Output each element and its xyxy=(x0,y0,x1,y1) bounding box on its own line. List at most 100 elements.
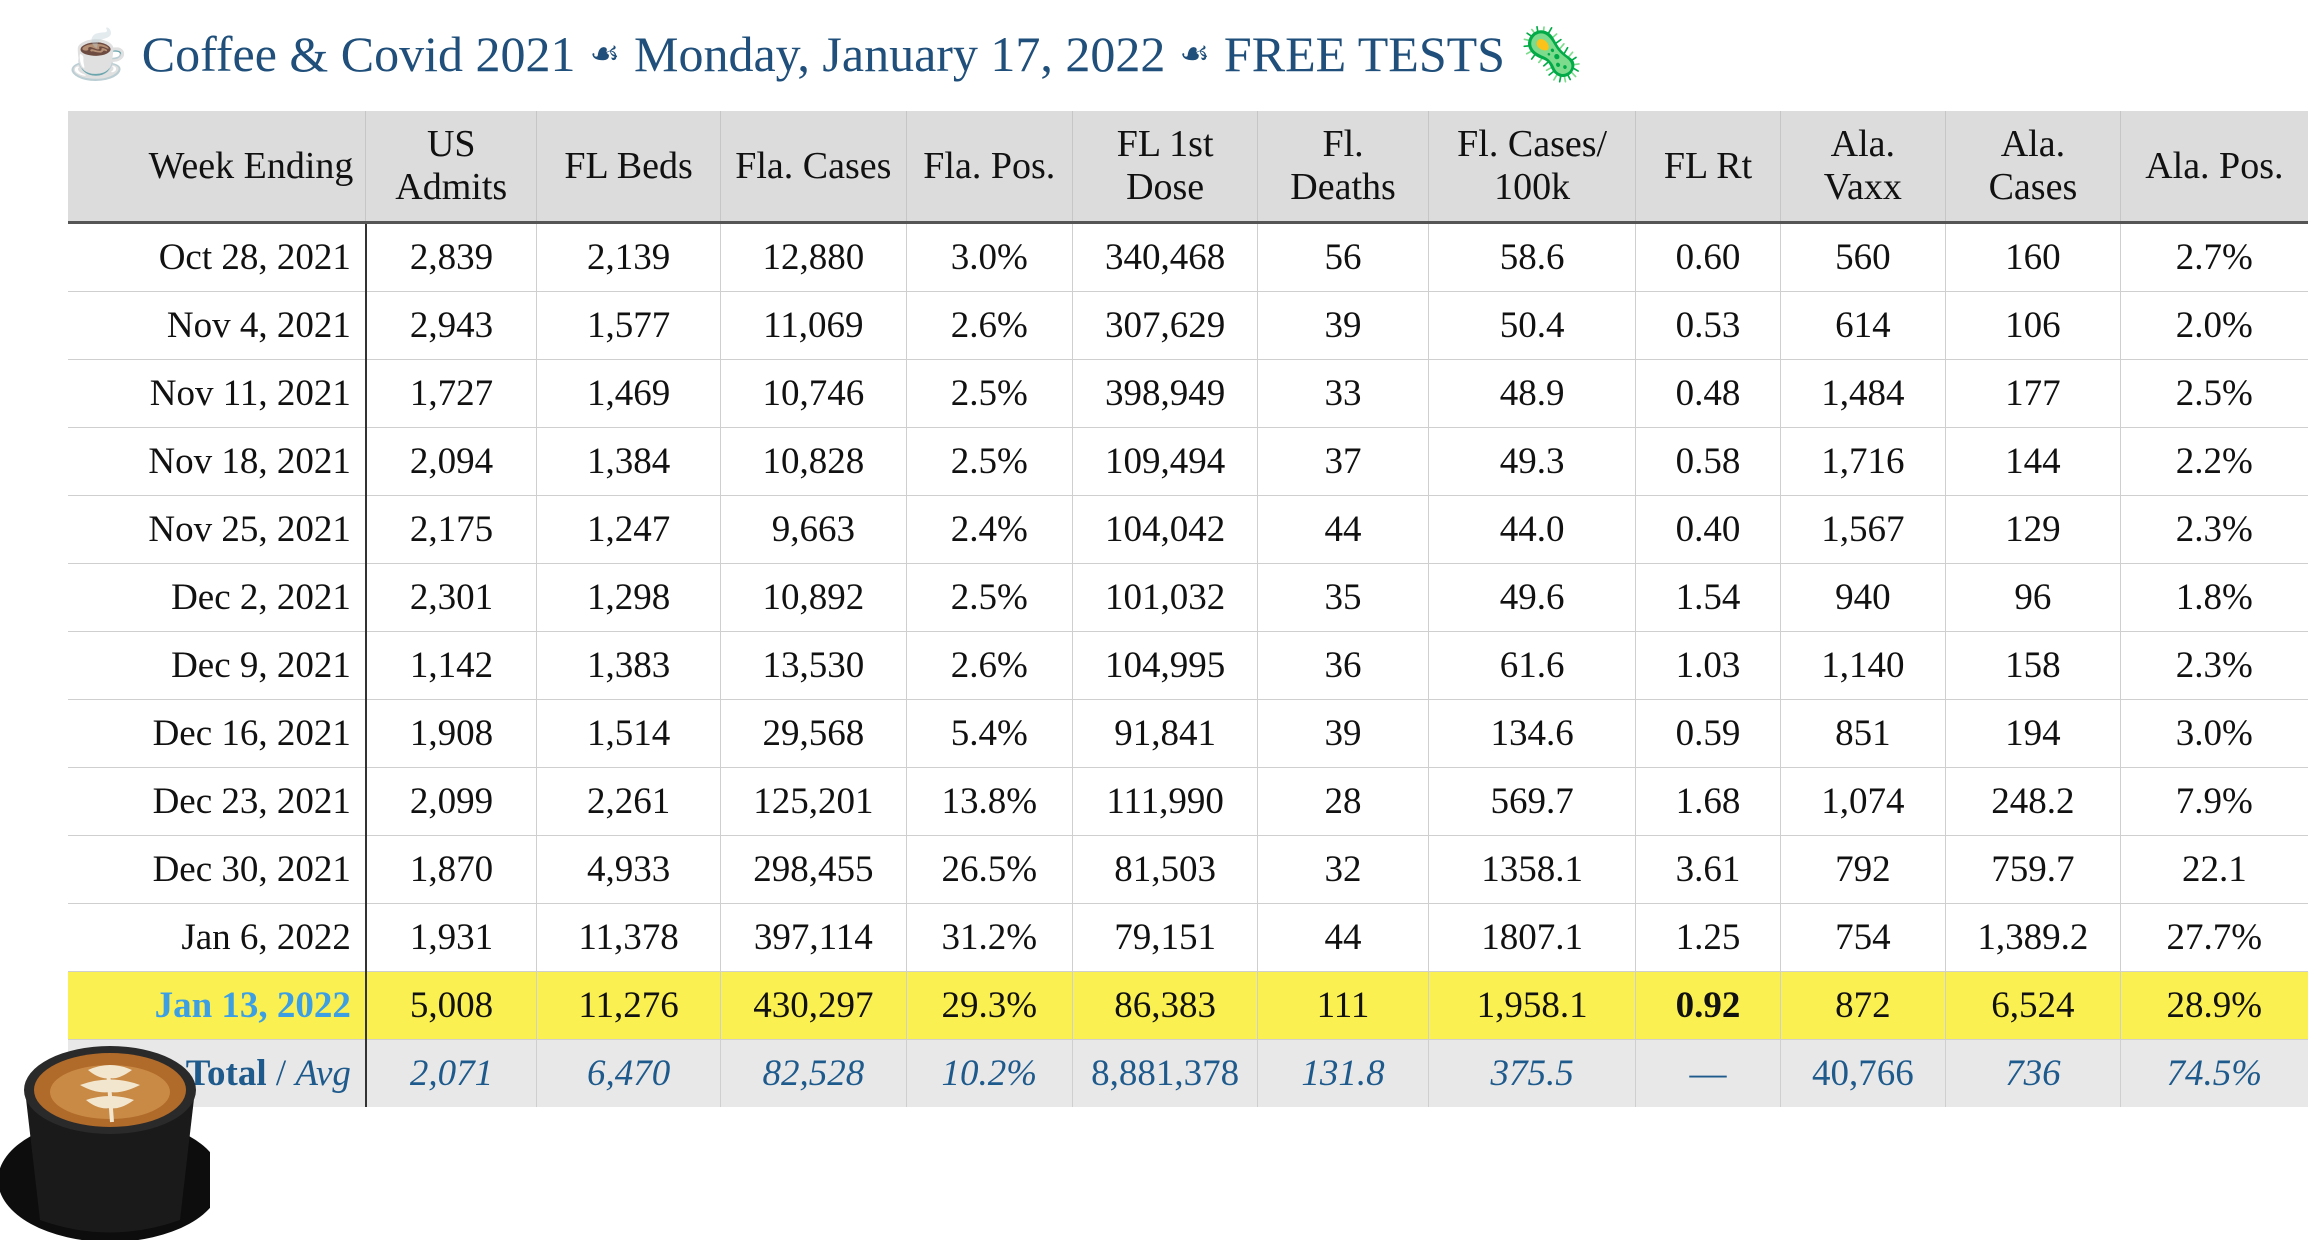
data-cell: 0.53 xyxy=(1635,291,1781,360)
data-cell: 7.9% xyxy=(2120,767,2308,836)
data-cell: 2.5% xyxy=(906,563,1073,632)
data-cell: 79,151 xyxy=(1072,903,1259,972)
total-cell: 2,071 xyxy=(365,1039,538,1107)
data-cell: 2,175 xyxy=(365,495,538,564)
data-cell: 1.03 xyxy=(1635,631,1781,700)
column-header: Ala. Pos. xyxy=(2120,111,2308,224)
data-cell: 1,870 xyxy=(365,835,538,904)
data-cell: 2.0% xyxy=(2120,291,2308,360)
data-cell: 32 xyxy=(1257,835,1429,904)
data-cell: 36 xyxy=(1257,631,1429,700)
data-cell: 2,943 xyxy=(365,291,538,360)
data-cell: 134.6 xyxy=(1428,699,1637,768)
data-cell: 872 xyxy=(1780,971,1947,1040)
virus-icon: 🦠 xyxy=(1519,26,1584,84)
data-cell: 81,503 xyxy=(1072,835,1259,904)
data-cell: 1358.1 xyxy=(1428,835,1637,904)
data-cell: 2.7% xyxy=(2120,222,2308,292)
column-header: Ala. Cases xyxy=(1945,111,2121,224)
total-label-part: Total xyxy=(185,1053,267,1094)
data-cell: 104,995 xyxy=(1072,631,1259,700)
data-cell: 101,032 xyxy=(1072,563,1259,632)
table-row: Nov 25, 2021 2,175 1,247 9,663 2.4% 104,042 44… xyxy=(68,495,2308,564)
total-cell: 82,528 xyxy=(720,1039,907,1107)
data-cell: 39 xyxy=(1257,291,1429,360)
total-row: Total / Avg 2,071 6,470 82,528 10.2% 8,881,37… xyxy=(68,1039,2308,1107)
column-header: FL Beds xyxy=(536,111,722,224)
column-header-line: Vaxx xyxy=(1823,166,1902,208)
column-header-line: 100k xyxy=(1494,166,1571,208)
data-cell: 2.6% xyxy=(906,631,1073,700)
data-cell: 248.2 xyxy=(1945,767,2121,836)
data-cell: 10,892 xyxy=(720,563,907,632)
data-cell: 111,990 xyxy=(1072,767,1259,836)
total-cell: 736 xyxy=(1945,1039,2121,1107)
data-cell: 1,298 xyxy=(536,563,722,632)
data-cell: 22.1 xyxy=(2120,835,2308,904)
data-cell: 49.6 xyxy=(1428,563,1637,632)
data-cell: 1,247 xyxy=(536,495,722,564)
column-header-line: Fl. Cases/ xyxy=(1457,123,1608,165)
data-cell: 2.5% xyxy=(906,427,1073,496)
column-header-line: Ala. xyxy=(1830,123,1896,165)
covid-stats-table: Week Ending US Admits FL Beds Fla. Cases Fla.… xyxy=(68,111,2308,1107)
data-cell: 31.2% xyxy=(906,903,1073,972)
data-cell: 5.4% xyxy=(906,699,1073,768)
week-ending-cell: Dec 9, 2021 xyxy=(68,631,367,700)
data-cell: 1,140 xyxy=(1780,631,1947,700)
data-cell: 13.8% xyxy=(906,767,1073,836)
column-header: FL 1st Dose xyxy=(1072,111,1259,224)
data-cell: 50.4 xyxy=(1428,291,1637,360)
data-cell: 44 xyxy=(1257,495,1429,564)
data-cell: 0.48 xyxy=(1635,359,1781,428)
week-ending-cell: Jan 13, 2022 xyxy=(68,971,367,1040)
column-header-line: Admits xyxy=(395,166,508,208)
data-cell: 307,629 xyxy=(1072,291,1259,360)
data-cell: 0.58 xyxy=(1635,427,1781,496)
data-cell: 1.8% xyxy=(2120,563,2308,632)
data-cell: 33 xyxy=(1257,359,1429,428)
data-cell: 2.6% xyxy=(906,291,1073,360)
column-header-line: Deaths xyxy=(1290,166,1396,208)
week-ending-cell: Dec 23, 2021 xyxy=(68,767,367,836)
data-cell: 86,383 xyxy=(1072,971,1259,1040)
week-ending-cell: Nov 4, 2021 xyxy=(68,291,367,360)
week-ending-cell: Nov 18, 2021 xyxy=(68,427,367,496)
data-cell: 0.40 xyxy=(1635,495,1781,564)
data-cell: 1,567 xyxy=(1780,495,1947,564)
column-header-line: Fla. Pos. xyxy=(923,144,1056,187)
data-cell: 0.59 xyxy=(1635,699,1781,768)
data-cell: 177 xyxy=(1945,359,2121,428)
data-cell: 1.54 xyxy=(1635,563,1781,632)
data-cell: 1,931 xyxy=(365,903,538,972)
title-text-3: FREE TESTS xyxy=(1223,26,1505,82)
data-cell: 3.61 xyxy=(1635,835,1781,904)
data-cell: 26.5% xyxy=(906,835,1073,904)
title-text-1: Coffee & Covid 2021 xyxy=(141,26,576,82)
column-header-line: Week Ending xyxy=(148,144,354,187)
fleuron-icon: ☙ xyxy=(589,36,621,73)
title-date: Monday, January 17, 2022 xyxy=(634,26,1166,82)
column-header-line: Ala. xyxy=(2000,123,2066,165)
column-header: FL Rt xyxy=(1635,111,1781,224)
data-cell: 28 xyxy=(1257,767,1429,836)
data-cell: 10,828 xyxy=(720,427,907,496)
data-cell: 104,042 xyxy=(1072,495,1259,564)
data-cell: 96 xyxy=(1945,563,2121,632)
data-cell: 11,069 xyxy=(720,291,907,360)
data-cell: 9,663 xyxy=(720,495,907,564)
data-cell: 2.5% xyxy=(2120,359,2308,428)
data-cell: 194 xyxy=(1945,699,2121,768)
data-cell: 2.2% xyxy=(2120,427,2308,496)
column-header: Fla. Cases xyxy=(720,111,907,224)
data-cell: 158 xyxy=(1945,631,2121,700)
data-cell: 2,094 xyxy=(365,427,538,496)
data-cell: 1.68 xyxy=(1635,767,1781,836)
total-cell: 131.8 xyxy=(1257,1039,1429,1107)
data-cell: 49.3 xyxy=(1428,427,1637,496)
data-cell: 2,261 xyxy=(536,767,722,836)
total-cell: 40,766 xyxy=(1780,1039,1947,1107)
data-cell: 91,841 xyxy=(1072,699,1259,768)
data-cell: 35 xyxy=(1257,563,1429,632)
data-cell: 2.3% xyxy=(2120,631,2308,700)
